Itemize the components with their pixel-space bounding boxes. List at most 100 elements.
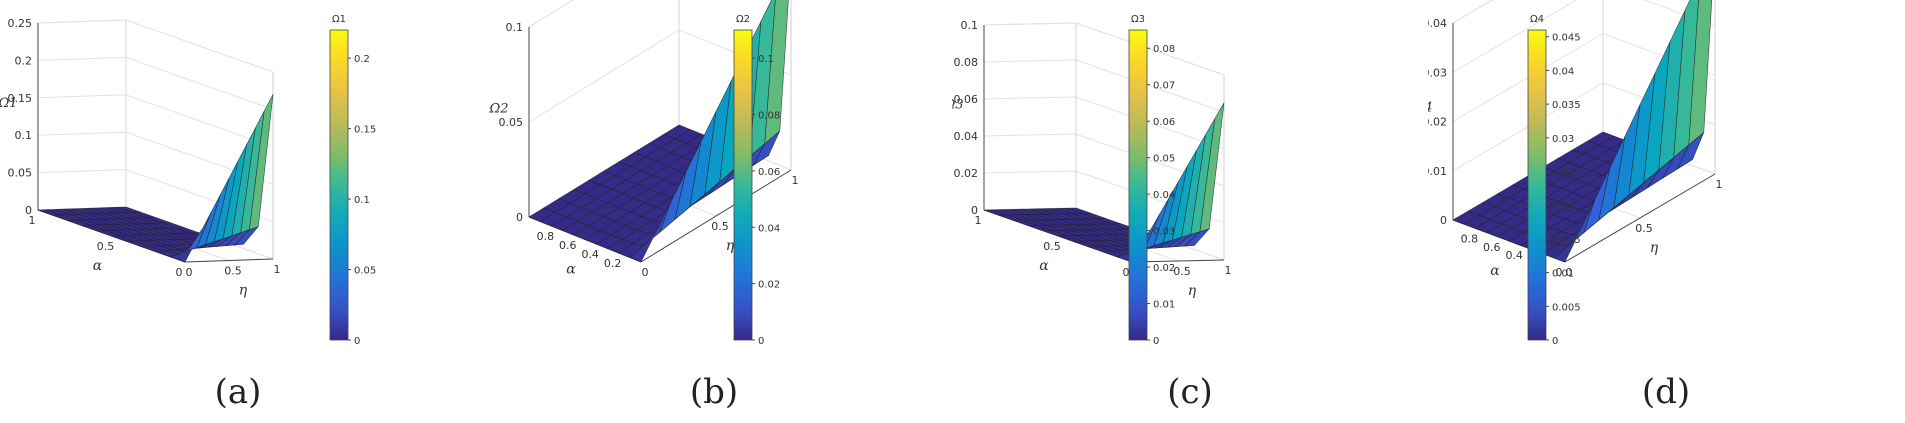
alpha-axis-label: α — [1490, 263, 1500, 279]
colorbar-tick-label: 0.07 — [1153, 81, 1175, 92]
colorbar-tick-label: 0.01 — [1552, 269, 1574, 280]
colorbar-tick-label: 0.02 — [1552, 201, 1574, 212]
z-gridline-left — [37, 94, 127, 99]
colorbar-tick-label: 0.1 — [758, 54, 774, 65]
colorbar: 0 0.01 0.02 0.03 0.04 0.05 0.06 0.07 0.08 Ω3 — [1128, 14, 1175, 347]
colorbar-tick-label: 0.2 — [354, 54, 370, 65]
eta-axis-label: η — [726, 238, 735, 254]
alpha-tick-label: 0.5 — [1043, 240, 1061, 253]
surface — [528, 0, 789, 263]
colorbar-tick-label: 0.06 — [1153, 117, 1175, 128]
alpha-tick-label: 0.8 — [1461, 232, 1479, 245]
colorbar-tick-label: 0.04 — [758, 223, 780, 234]
eta-tick-label: 0.5 — [224, 265, 242, 278]
surface-plot-d: 00.010.020.030.040.80.60.40.2000.51Ω4αη0… — [1428, 0, 1723, 347]
colorbar: 0 0.005 0.01 0.015 0.02 0.025 0.03 0.035 0.04 0.0… — [1527, 14, 1581, 347]
caption-d: (d) — [1641, 372, 1691, 412]
colorbar-tick-label: 0 — [1153, 336, 1159, 347]
colorbar-tick-label: 0.015 — [1552, 235, 1581, 246]
caption-a: (a) — [214, 372, 262, 412]
alpha-tick-label: 0.4 — [1505, 249, 1523, 262]
colorbar-title: Ω4 — [1530, 14, 1544, 25]
alpha-tick-label: 0.5 — [97, 240, 115, 253]
colorbar-gradient — [1128, 29, 1148, 341]
colorbar-title: Ω3 — [1131, 14, 1145, 25]
alpha-tick-label: 1 — [29, 214, 36, 227]
surface — [37, 94, 274, 263]
eta-tick-label: 1 — [1225, 264, 1232, 277]
colorbar-gradient — [733, 29, 753, 341]
surface-plot-c: 0 0.02 0.04 0.06 0.08 0.1 1 0.5 0 0 0.5 1 Ω3 α η 0 0.01 0… — [952, 14, 1232, 347]
panel-d: 00.010.020.030.040.80.60.40.2000.51Ω4αη0… — [1428, 0, 1904, 423]
z-gridline-left — [37, 19, 127, 24]
surface-patch — [764, 0, 789, 145]
z-tick-label: 0.05 — [499, 116, 524, 129]
z-tick-label: 0 — [971, 204, 978, 217]
colorbar-tick-label: 0.04 — [1552, 66, 1574, 77]
z-gridline-right — [125, 19, 274, 73]
surface — [983, 102, 1225, 263]
eta-tick-label: 0.5 — [1635, 222, 1653, 235]
z-tick-label: 0.1 — [506, 21, 524, 34]
caption-c: (c) — [1167, 372, 1213, 412]
colorbar-title: Ω2 — [736, 14, 750, 25]
colorbar-tick-label: 0.05 — [1153, 154, 1175, 165]
z-tick-label: 0 — [516, 211, 523, 224]
colorbar: 0 0.02 0.04 0.06 0.08 0.1 Ω2 — [733, 14, 780, 347]
z-tick-label: 0.04 — [954, 130, 979, 143]
z-tick-label: 0.05 — [8, 167, 33, 180]
z-gridline-right — [1075, 59, 1225, 113]
z-gridline-left — [1452, 0, 1494, 24]
colorbar-tick-label: 0.045 — [1552, 33, 1581, 44]
colorbar-tick-label: 0.08 — [1153, 44, 1175, 55]
z-gridline-right — [125, 56, 274, 110]
panel-b: 0 0.05 0.1 0.8 0.6 0.4 0.2 0 0.5 1 Ω2 α η 0 0.02 0.04 0.… — [476, 0, 952, 423]
alpha-tick-label: 0.8 — [537, 230, 555, 243]
alpha-tick-label: 0 — [1556, 266, 1563, 279]
eta-tick-label: 0 — [186, 266, 193, 279]
colorbar-tick-label: 0 — [1552, 336, 1558, 347]
z-gridline-left — [37, 131, 127, 136]
colorbar-tick-label: 0.025 — [1552, 168, 1581, 179]
colorbar-tick-label: 0.1 — [354, 195, 370, 206]
z-tick-label: 0.03 — [1428, 66, 1447, 79]
alpha-tick-label: 0.6 — [1483, 241, 1501, 254]
z-gridline-left — [983, 170, 1077, 174]
eta-tick-label: 1 — [274, 263, 281, 276]
z-tick-label: 0.1 — [15, 129, 33, 142]
eta-tick-label: 0.5 — [711, 220, 729, 233]
z-gridline-left — [983, 133, 1077, 137]
alpha-axis-label: α — [1039, 258, 1049, 274]
colorbar: 0 0.05 0.1 0.15 0.2 Ω1 — [329, 14, 376, 347]
z-tick-label: 0.1 — [961, 19, 979, 32]
colorbar-tick-label: 0.02 — [1153, 263, 1175, 274]
colorbar-tick-label: 0.03 — [1153, 227, 1175, 238]
alpha-axis-label: α — [93, 258, 103, 274]
colorbar-title: Ω1 — [332, 14, 346, 25]
back-top-edge-1 — [1452, 0, 1494, 24]
surface-patch — [249, 94, 274, 231]
colorbar-tick-label: 0.08 — [758, 111, 780, 122]
z-tick-label: 0.02 — [954, 167, 979, 180]
z-gridline-left — [37, 169, 127, 174]
surface — [1452, 0, 1713, 263]
colorbar-tick-label: 0.01 — [1153, 300, 1175, 311]
colorbar-tick-label: 0 — [758, 336, 764, 347]
z-axis-label: Ω2 — [488, 102, 508, 117]
z-tick-label: 0.01 — [1428, 165, 1447, 178]
eta-tick-label: 0 — [1566, 266, 1573, 279]
colorbar-tick-label: 0.02 — [758, 280, 780, 291]
z-tick-label: 0.25 — [8, 17, 33, 30]
eta-axis-label: η — [1188, 283, 1197, 299]
z-gridline-right — [125, 94, 274, 148]
z-tick-label: 0 — [1440, 214, 1447, 227]
z-axis-label: Ω4 — [1428, 101, 1433, 116]
z-tick-label: 0.06 — [954, 93, 979, 106]
eta-axis-line — [184, 258, 274, 263]
z-gridline-left — [983, 59, 1077, 63]
z-axis-label: Ω1 — [0, 96, 18, 111]
eta-axis-line — [640, 169, 792, 263]
colorbar-tick-label: 0 — [354, 336, 360, 347]
